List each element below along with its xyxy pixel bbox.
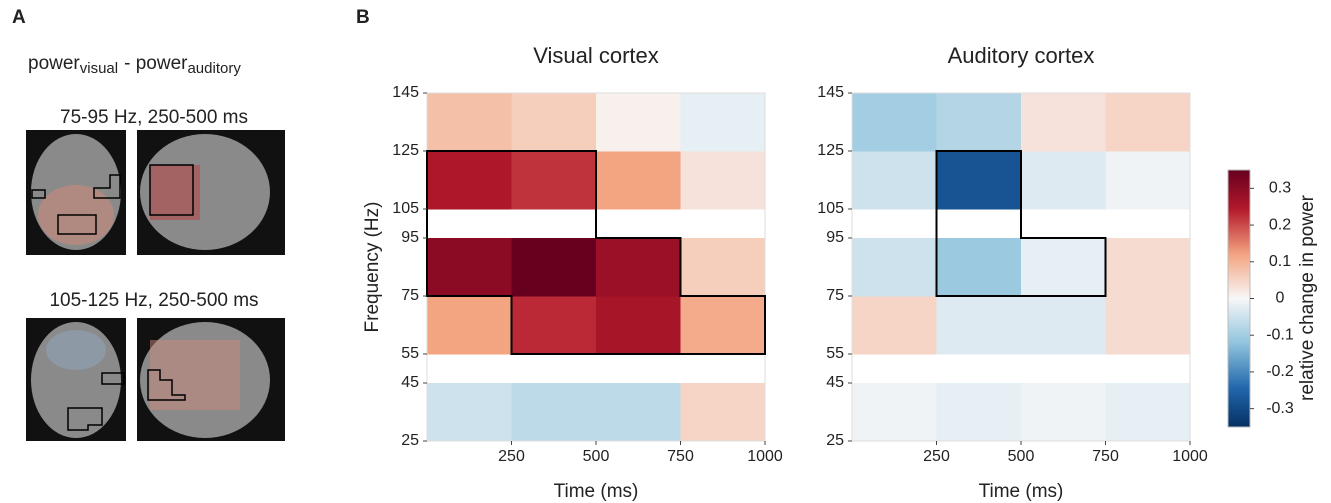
heatmap-cell <box>680 383 766 442</box>
formula-part: - power <box>124 53 188 74</box>
y-tick-label: 105 <box>392 200 419 217</box>
heatmap-cell <box>936 296 1022 355</box>
y-tick-label: 145 <box>392 84 419 101</box>
colorbar-tick-label: 0.3 <box>1269 180 1291 197</box>
heatmap <box>852 93 1191 442</box>
y-tick-label: 125 <box>392 142 419 159</box>
x-tick-label: 250 <box>923 448 950 465</box>
heatmap-cell <box>511 296 597 355</box>
x-tick-label: 250 <box>498 448 525 465</box>
panel-label: A <box>12 7 26 28</box>
colorbar <box>1227 169 1251 428</box>
heatmap <box>427 93 766 442</box>
y-tick-label: 45 <box>826 374 844 391</box>
y-tick-label: 25 <box>826 432 844 449</box>
heatmap-cell <box>936 151 1022 210</box>
heatmap-cell <box>427 383 512 442</box>
heatmap-cell <box>596 151 681 210</box>
x-tick-label: 750 <box>667 448 694 465</box>
heatmap-cell <box>511 151 597 210</box>
formula-sub: auditory <box>187 60 241 77</box>
x-axis-label: Time (ms) <box>554 481 639 502</box>
x-axis-label: Time (ms) <box>979 481 1064 502</box>
heatmap-cell <box>936 238 1022 297</box>
heatmap-cell <box>852 238 937 297</box>
heatmap-cell <box>1105 93 1191 152</box>
heatmap-cell <box>427 296 512 355</box>
x-tick-label: 1000 <box>1172 448 1208 465</box>
panel-label: B <box>356 7 370 28</box>
x-tick-label: 1000 <box>747 448 783 465</box>
heatmap-cell <box>1105 296 1191 355</box>
y-tick-label: 95 <box>401 229 419 246</box>
heatmap-cell <box>427 151 512 210</box>
heatmap-cell <box>596 93 681 152</box>
heatmap-cell <box>852 93 937 152</box>
y-tick-label: 25 <box>401 432 419 449</box>
colorbar-tick-label: -0.3 <box>1266 400 1294 417</box>
heatmap-cell <box>936 93 1022 152</box>
heatmap-cell <box>680 151 766 210</box>
heatmap-cell <box>511 93 597 152</box>
row-title: 75-95 Hz, 250-500 ms <box>60 107 248 128</box>
brain-images <box>26 130 285 441</box>
x-tick-label: 500 <box>583 448 610 465</box>
heatmap-cell <box>1021 238 1106 297</box>
heatmap-cell <box>596 383 681 442</box>
colorbar-tick-label: -0.2 <box>1266 363 1294 380</box>
y-tick-label: 105 <box>817 200 844 217</box>
heatmap-cell <box>680 296 766 355</box>
heatmap-cell <box>936 383 1022 442</box>
formula: powervisual - powerauditory <box>28 53 241 77</box>
colorbar-label: relative change in power <box>1297 194 1318 401</box>
heatmap-cell <box>596 238 681 297</box>
heatmap-cell <box>1021 383 1106 442</box>
colorbar-tick-label: 0.1 <box>1269 253 1291 270</box>
colorbar-tick-label: 0.2 <box>1269 216 1291 233</box>
chart-title: Auditory cortex <box>948 43 1095 68</box>
y-axis-label: Frequency (Hz) <box>362 202 383 333</box>
heatmap-cell <box>511 383 597 442</box>
formula-sub: visual <box>80 60 118 77</box>
heatmap-cell <box>852 296 937 355</box>
y-tick-label: 125 <box>817 142 844 159</box>
row-title: 105-125 Hz, 250-500 ms <box>49 290 258 311</box>
heatmap-cell <box>1021 151 1106 210</box>
heatmap-cell <box>511 238 597 297</box>
y-tick-label: 145 <box>817 84 844 101</box>
y-tick-label: 95 <box>826 229 844 246</box>
heatmap-cell <box>680 238 766 297</box>
heatmap-cell <box>1021 93 1106 152</box>
heatmap-cell <box>1105 238 1191 297</box>
y-tick-label: 55 <box>826 345 844 362</box>
x-tick-label: 500 <box>1008 448 1035 465</box>
y-tick-label: 75 <box>826 287 844 304</box>
heatmap-cell <box>1021 296 1106 355</box>
heatmap-cell <box>680 93 766 152</box>
heatmap-cell <box>596 296 681 355</box>
y-tick-label: 45 <box>401 374 419 391</box>
colorbar-tick-label: 0 <box>1276 290 1285 307</box>
heatmap-cell <box>852 383 937 442</box>
formula-part: power <box>28 53 80 74</box>
y-tick-label: 75 <box>401 287 419 304</box>
colorbar-tick-label: -0.1 <box>1266 326 1294 343</box>
heatmap-cell <box>1105 383 1191 442</box>
chart-title: Visual cortex <box>533 43 659 68</box>
heatmap-cell <box>427 238 512 297</box>
x-tick-label: 750 <box>1092 448 1119 465</box>
heatmap-cell <box>1105 151 1191 210</box>
y-tick-label: 55 <box>401 345 419 362</box>
heatmap-cell <box>427 93 512 152</box>
heatmap-cell <box>852 151 937 210</box>
